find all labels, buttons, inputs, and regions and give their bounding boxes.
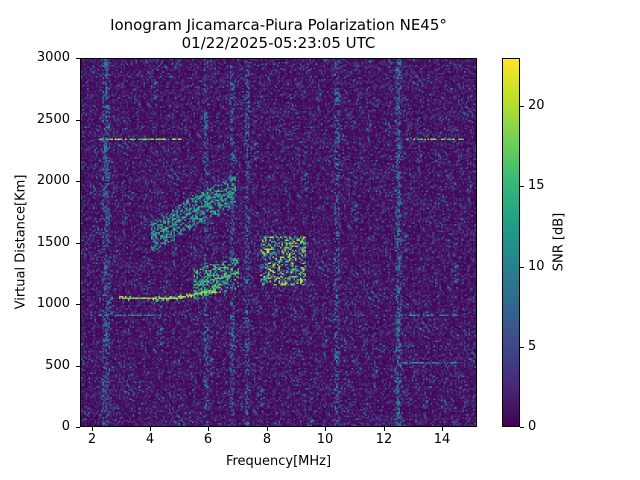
y-tick [76,366,80,367]
y-tick [76,181,80,182]
x-tick-label: 2 [87,432,97,447]
x-tick-label: 14 [433,432,451,447]
y-tick-label: 1500 [36,235,70,250]
colorbar-tick [520,186,524,187]
colorbar-tick [520,106,524,107]
x-tick [208,427,209,431]
y-tick-label: 2000 [36,173,70,188]
colorbar-tick-label: 5 [528,339,537,354]
colorbar-tick-label: 15 [528,178,545,193]
y-tick-label: 0 [61,419,70,434]
y-tick [76,120,80,121]
x-tick [92,427,93,431]
y-tick-label: 500 [45,358,70,373]
ionogram-heatmap [81,59,476,426]
x-tick-label: 8 [262,432,272,447]
colorbar-tick [520,267,524,268]
y-axis-title: Virtual Distance[Km] [13,174,29,310]
y-tick [76,304,80,305]
x-tick [267,427,268,431]
chart-subtitle: 01/22/2025-05:23:05 UTC [181,34,376,52]
colorbar-tick [520,427,524,428]
x-tick [442,427,443,431]
x-tick [384,427,385,431]
colorbar-tick-label: 20 [528,98,545,113]
y-tick-label: 3000 [36,50,70,65]
x-tick-label: 10 [316,432,334,447]
y-tick [76,427,80,428]
y-tick [76,58,80,59]
colorbar-title: SNR [dB] [551,212,567,272]
y-tick-label: 2500 [36,112,70,127]
colorbar-tick-label: 0 [528,419,537,434]
colorbar-tick-label: 10 [528,259,545,274]
ionogram-plot-area [80,58,477,427]
colorbar-tick [520,347,524,348]
x-tick-label: 6 [203,432,213,447]
x-axis-title: Frequency[MHz] [225,454,332,469]
x-tick [150,427,151,431]
chart-title: Ionogram Jicamarca-Piura Polarization NE… [110,16,447,34]
x-tick-label: 4 [145,432,155,447]
x-tick-label: 12 [375,432,393,447]
y-tick-label: 1000 [36,296,70,311]
colorbar [502,58,520,427]
x-tick [325,427,326,431]
y-tick [76,243,80,244]
